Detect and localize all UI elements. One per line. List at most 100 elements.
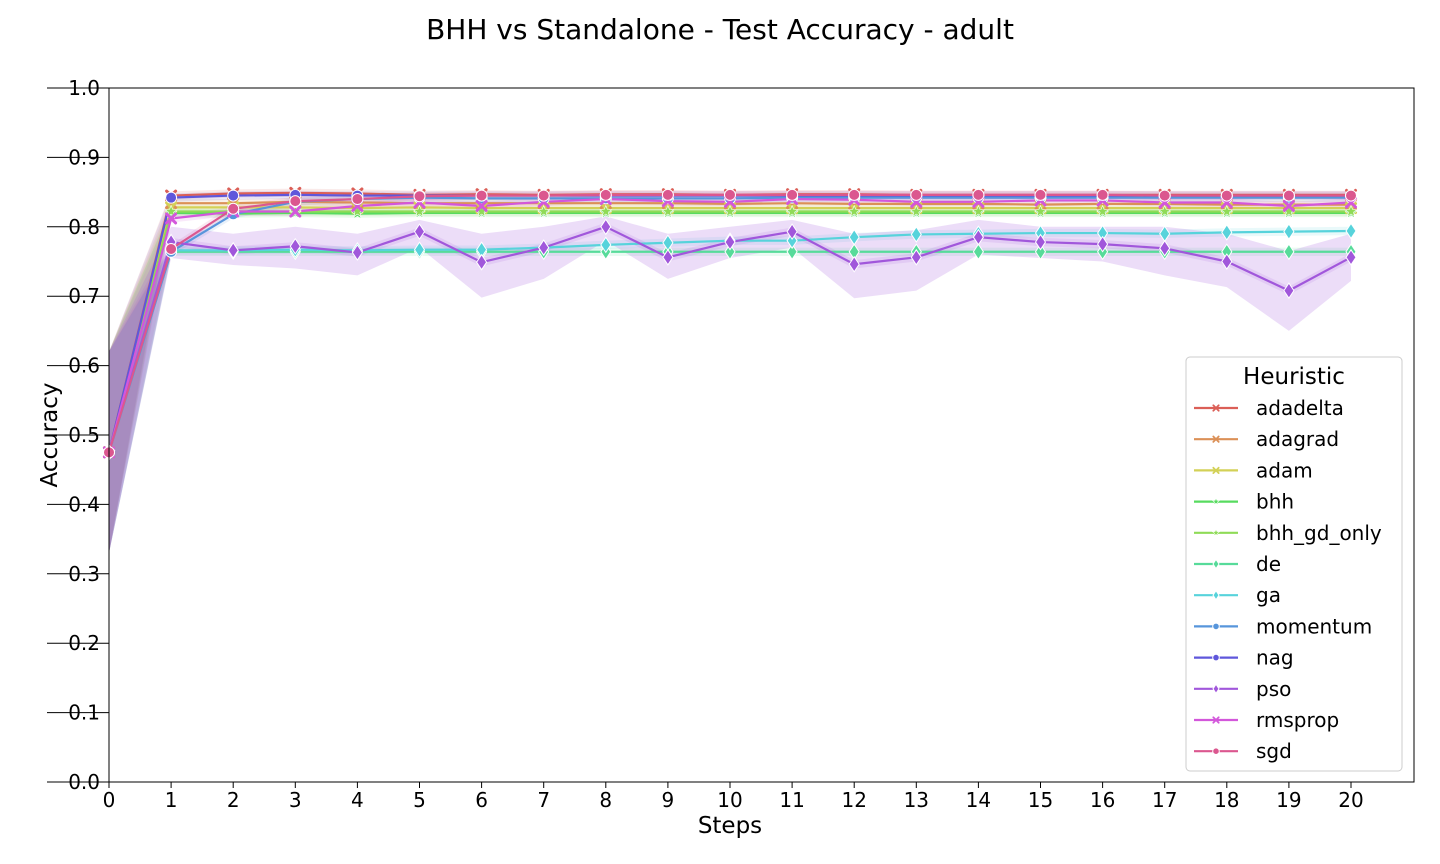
data-point-bhh_gd_only [1220,204,1234,218]
x-tick-label: 17 [1152,788,1177,812]
x-tick-label: 2 [227,788,240,812]
data-point-sgd [848,188,861,201]
data-point-sgd [1158,189,1171,202]
data-point-pso [1221,253,1233,270]
y-tick-label: 0.9 [68,145,100,169]
data-point-bhh_gd_only [413,204,426,218]
legend-marker-rmsprop [1212,716,1220,724]
x-tick-label: 1 [165,788,178,812]
x-tick-label: 10 [717,788,742,812]
data-point-rmsprop [1282,199,1295,212]
data-point-pso [786,223,798,241]
data-point-pso [600,218,612,236]
y-tick-label: 1.0 [68,76,100,100]
legend-marker-nag [1212,653,1220,662]
x-axis-ticks: 0 1 2 3 4 5 6 7 8 9 10 11 12 13 14 15 16 17 18 19 20 [103,782,1364,812]
data-point-bhh_gd_only [661,204,675,218]
data-point-rmsprop [165,212,178,225]
data-point-pso [1096,235,1109,253]
band-ga [109,226,1351,553]
data-point-rmsprop [475,199,488,212]
data-point-pso [413,223,426,241]
legend-label-nag: nag [1256,646,1294,670]
data-point-sgd [1282,189,1295,202]
data-point-sgd [599,188,612,201]
data-point-pso [1345,248,1357,266]
y-tick-label: 0.5 [68,423,100,447]
data-point-ga [600,236,612,254]
data-point-pso [1283,282,1295,300]
band-de [109,247,1351,553]
legend-box [1185,356,1403,772]
data-point-sgd [786,188,799,201]
data-point-sgd [351,193,364,206]
band-pso-spread [109,216,1351,553]
data-point-nag [165,191,178,204]
data-point-nag [227,189,240,202]
data-point-sgd [972,188,985,201]
data-point-sgd [413,190,426,203]
legend-label-pso: pso [1256,677,1291,701]
data-point-bhh_gd_only [1096,204,1110,218]
x-tick-label: 14 [966,788,991,812]
data-point-sgd [661,188,674,201]
x-tick-label: 8 [599,788,612,812]
data-point-pso [848,255,860,273]
data-point-ga [910,226,922,243]
data-point-de [1283,243,1295,261]
data-point-bhh_gd_only [1344,204,1358,218]
legend-label-bhh_gd_only: bhh_gd_only [1256,521,1382,545]
y-tick-label: 0.1 [68,701,100,725]
data-point-rmsprop [289,205,302,218]
y-tick-label: 0.2 [68,631,100,655]
data-point-ga [786,232,798,250]
x-tick-label: 11 [779,788,804,812]
data-point-bhh_gd_only [164,204,178,218]
legend-marker-bhh [1211,497,1221,506]
data-point-ga [1221,223,1233,241]
legend-marker-pso [1212,683,1220,695]
data-point-sgd [165,243,178,256]
data-point-bhh_gd_only [847,204,861,218]
x-tick-label: 7 [537,788,550,812]
legend-marker-sgd [1212,747,1220,756]
data-point-pso [289,237,301,255]
data-point-pso [972,228,985,246]
y-tick-label: 0.0 [68,770,100,794]
data-point-sgd [537,189,550,202]
data-point-sgd [1345,189,1357,202]
data-point-sgd [475,189,488,202]
data-point-ga [413,241,426,259]
y-tick-label: 0.4 [68,492,100,516]
data-point-ga [1283,223,1295,241]
data-point-pso [227,241,239,259]
data-point-pso [475,253,488,271]
legend-label-bhh: bhh [1256,490,1294,514]
y-axis-label: Accuracy [37,382,63,487]
x-tick-label: 6 [475,788,488,812]
x-axis-label: Steps [698,813,762,839]
legend-marker-adagrad [1212,435,1220,443]
x-tick-label: 3 [289,788,302,812]
legend-marker-adam [1212,466,1220,474]
x-tick-label: 16 [1090,788,1115,812]
data-point-bhh_gd_only [723,204,737,218]
data-point-sgd [910,188,923,201]
x-tick-label: 20 [1338,788,1363,812]
y-tick-label: 0.6 [68,354,100,378]
data-point-sgd [724,188,736,201]
chart-title: BHH vs Standalone - Test Accuracy - adul… [426,13,1014,46]
x-tick-label: 19 [1276,788,1301,812]
data-point-bhh_gd_only [909,204,923,218]
y-axis-ticks: 0.0 0.1 0.2 0.3 0.4 0.5 0.6 0.7 0.8 0.9 1.0 [47,76,109,794]
legend-label-de: de [1256,552,1281,576]
data-point-pso [662,248,674,266]
data-point-pso [351,244,364,261]
data-point-pso [910,248,922,266]
legend-marker-adadelta [1212,404,1220,412]
data-point-de [972,243,985,261]
data-point-pso [538,239,550,257]
legend: Heuristic adadelta adagrad adam bhh bhh_gd_o… [1185,356,1403,772]
